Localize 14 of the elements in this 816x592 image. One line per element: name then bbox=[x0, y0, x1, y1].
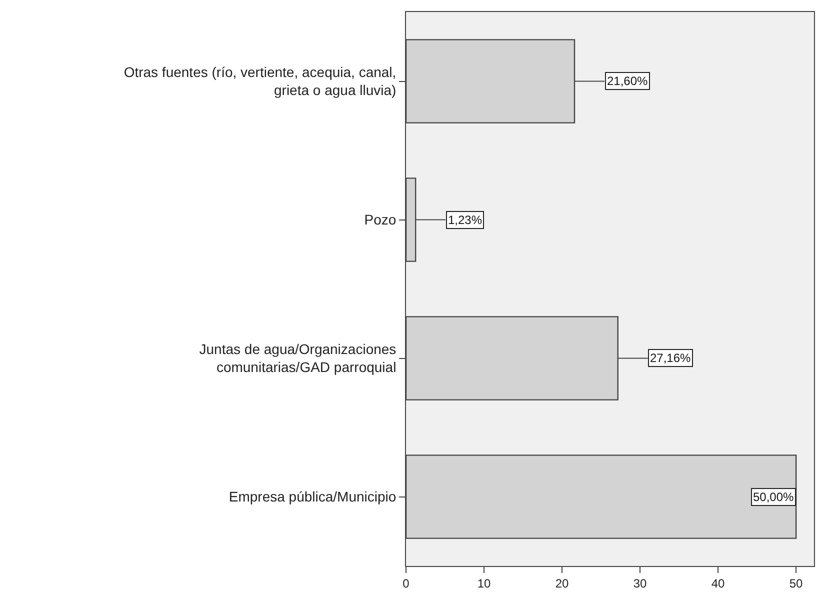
data-label: 21,60% bbox=[607, 74, 648, 88]
x-tick-label: 0 bbox=[402, 576, 410, 590]
data-label: 27,16% bbox=[650, 351, 692, 365]
x-tick-label: 40 bbox=[711, 576, 726, 590]
y-tick-label: Juntas de agua/Organizaciones comunitarias/GAD parroquial bbox=[199, 341, 396, 376]
x-tick-label: 30 bbox=[633, 576, 648, 590]
x-tick-label: 50 bbox=[789, 576, 804, 590]
data-label: 1,23% bbox=[448, 213, 482, 227]
data-label: 50,00% bbox=[753, 490, 794, 504]
y-tick-label: Empresa pública/Municipio bbox=[228, 488, 396, 505]
x-tick-label: 20 bbox=[555, 576, 570, 590]
y-tick-label: Pozo bbox=[364, 212, 396, 228]
x-tick-label: 10 bbox=[477, 576, 492, 590]
y-tick-label: Otras fuentes (río, vertiente, acequia, canal, grieta o agua lluvia) bbox=[124, 64, 396, 98]
